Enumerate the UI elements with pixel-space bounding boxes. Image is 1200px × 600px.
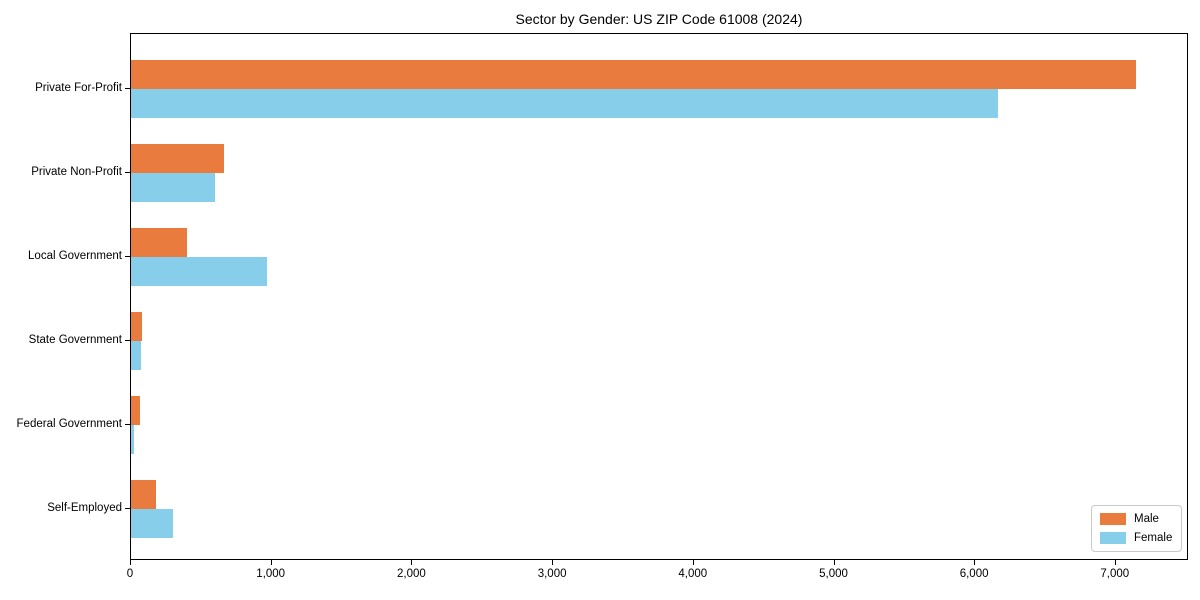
male-series-swatch [1100, 513, 1126, 525]
y-tick-mark [125, 172, 130, 173]
x-tick-mark [1114, 560, 1116, 565]
bar-female-2 [131, 257, 267, 286]
y-tick-mark [125, 256, 130, 257]
x-tick-mark [692, 560, 694, 565]
bar-female-1 [131, 173, 216, 202]
y-tick-label: Federal Government [16, 418, 122, 430]
bar-male-4 [131, 396, 141, 425]
y-tick-label: Private Non-Profit [31, 166, 122, 178]
legend-item-male: Male [1100, 513, 1173, 525]
y-tick-mark [125, 88, 130, 89]
y-tick-label: Private For-Profit [35, 82, 122, 94]
bar-female-5 [131, 509, 174, 538]
x-tick-label: 5,000 [819, 568, 848, 580]
bar-male-5 [131, 480, 156, 509]
x-tick-label: 4,000 [678, 568, 708, 580]
bar-male-2 [131, 228, 188, 257]
x-tick-mark [552, 560, 554, 565]
legend: Male Female [1091, 505, 1182, 552]
legend-label-female: Female [1134, 532, 1173, 544]
y-tick-label: State Government [28, 334, 122, 346]
x-tick-mark [270, 560, 272, 565]
x-tick-label: 6,000 [959, 568, 989, 580]
x-tick-label: 3,000 [537, 568, 567, 580]
y-tick-mark [125, 340, 130, 341]
y-tick-mark [125, 424, 130, 425]
y-tick-mark [125, 508, 130, 509]
x-tick-mark [130, 560, 131, 565]
chart-title: Sector by Gender: US ZIP Code 61008 (202… [515, 11, 803, 27]
plot-area [130, 33, 1188, 560]
y-tick-label: Local Government [28, 250, 122, 262]
x-tick-label: 1,000 [256, 568, 286, 580]
bar-female-0 [131, 89, 998, 118]
x-tick-mark [974, 560, 976, 565]
bar-female-3 [131, 341, 141, 370]
legend-label-male: Male [1134, 513, 1159, 525]
legend-item-female: Female [1100, 532, 1173, 544]
x-tick-mark [411, 560, 413, 565]
female-series-swatch [1100, 532, 1126, 544]
x-tick-mark [833, 560, 835, 565]
bar-male-1 [131, 144, 224, 173]
bar-male-3 [131, 312, 143, 341]
x-tick-label: 7,000 [1100, 568, 1130, 580]
bar-female-4 [131, 425, 134, 454]
x-tick-label: 2,000 [397, 568, 426, 580]
bar-male-0 [131, 60, 1136, 89]
x-tick-label: 0 [126, 568, 134, 580]
y-tick-label: Self-Employed [47, 502, 122, 514]
